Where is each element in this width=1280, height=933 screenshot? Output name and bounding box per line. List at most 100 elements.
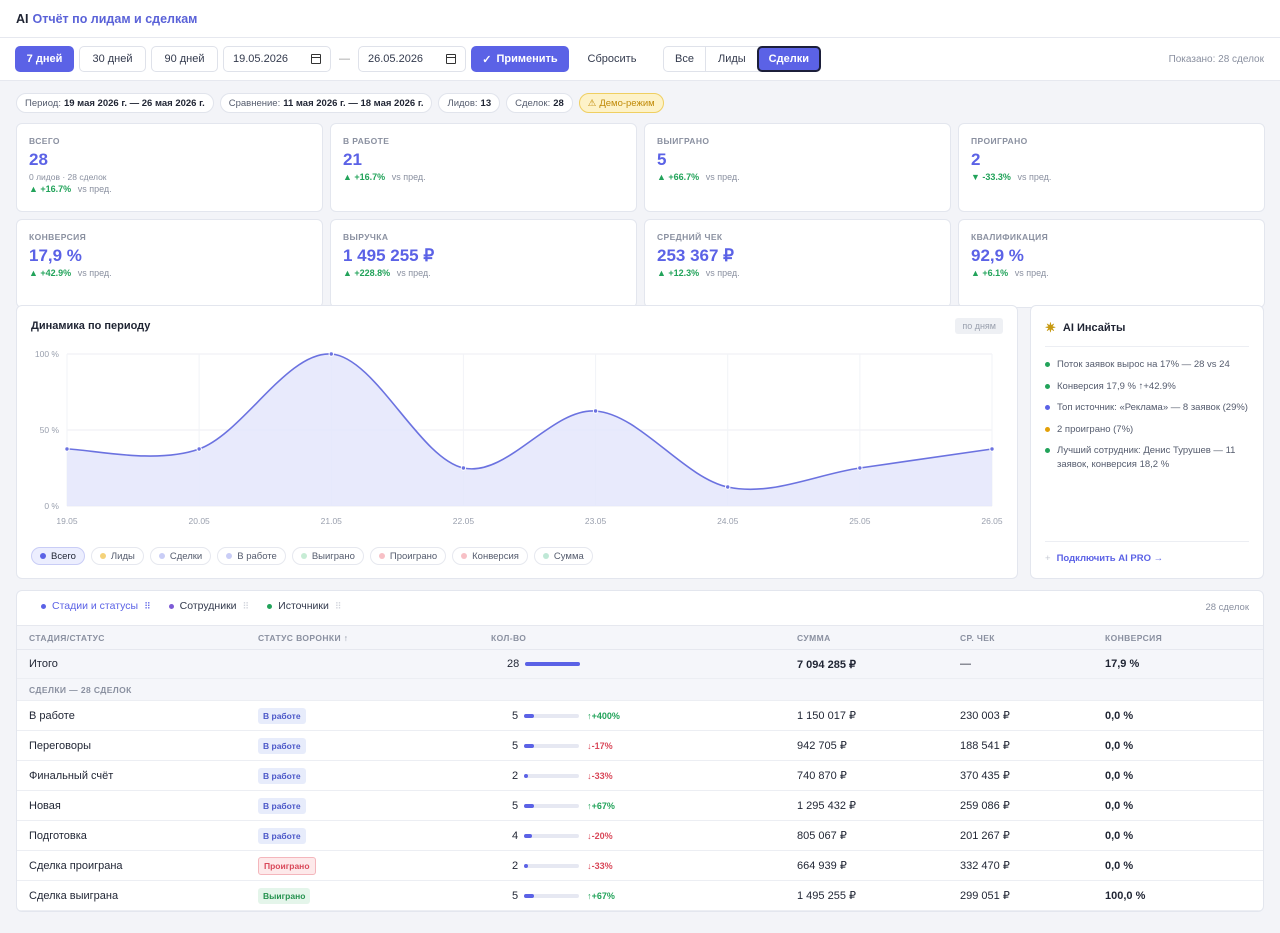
mode-all[interactable]: Все — [664, 47, 706, 71]
kpi-value: 5 — [657, 150, 667, 169]
count-value: 2 — [512, 859, 519, 872]
total-label: Итого — [29, 658, 58, 670]
kpi-value: 253 367 ₽ — [657, 246, 734, 265]
table-row[interactable]: Сделка проиграна Проиграно 2 ↓-33% 664 939 ₽… — [17, 851, 1263, 881]
data-point[interactable] — [460, 465, 467, 471]
calendar-icon[interactable] — [311, 54, 321, 64]
legend-label: Конверсия — [472, 550, 519, 562]
stage-name: В работе — [29, 709, 75, 722]
count-bar — [524, 863, 580, 868]
count-delta: ↑+67% — [587, 800, 615, 811]
sum-value: 740 870 ₽ — [797, 770, 847, 782]
legend-item[interactable]: Всего — [31, 547, 85, 565]
data-point[interactable] — [196, 446, 202, 452]
connect-ai-pro-link[interactable]: + Подключить AI PRO → — [1045, 553, 1163, 564]
dot-icon — [1045, 426, 1050, 432]
reset-button[interactable]: Сбросить — [574, 46, 650, 72]
col-count[interactable]: КОЛ-ВО — [491, 632, 527, 643]
legend-item[interactable]: Сумма — [533, 547, 593, 565]
data-point[interactable] — [725, 484, 731, 490]
granularity-toggle[interactable]: по дням — [955, 318, 1003, 334]
table-row[interactable]: Новая В работе 5 ↑+67% 1 295 432 ₽ 259 086 ₽ 0… — [17, 791, 1263, 821]
apply-label: Применить — [496, 53, 558, 65]
tab-sources[interactable]: Источники ⠿ — [267, 600, 341, 612]
tab-employees[interactable]: Сотрудники ⠿ — [168, 600, 250, 612]
count-delta: ↑+400% — [587, 710, 620, 721]
count-cell: 4 ↓-20% — [512, 821, 613, 850]
legend-item[interactable]: Выиграно — [291, 547, 364, 565]
ai-prefix: AI — [16, 11, 29, 26]
mode-deals[interactable]: Сделки — [756, 46, 821, 72]
data-point[interactable] — [328, 351, 334, 357]
y-tick-label: 0 % — [44, 501, 59, 511]
status-cell: В работе — [258, 731, 306, 760]
drag-handle-icon[interactable]: ⠿ — [242, 600, 250, 611]
count-value: 5 — [512, 709, 519, 722]
table-row[interactable]: Сделка выиграна Выиграно 5 ↑+67% 1 495 255 ₽… — [17, 881, 1263, 911]
kpi-vs: vs пред. — [1014, 268, 1049, 278]
drag-handle-icon[interactable]: ⠿ — [144, 600, 151, 611]
count-bar-fill — [524, 893, 535, 898]
col-conversion[interactable]: КОНВЕРСИЯ — [1105, 632, 1163, 643]
drag-handle-icon[interactable]: ⠿ — [334, 600, 342, 611]
table-row[interactable]: Финальный счёт В работе 2 ↓-33% 740 870 ₽ 370… — [17, 761, 1263, 791]
data-point[interactable] — [857, 465, 863, 471]
status-badge: В работе — [258, 737, 306, 754]
legend-item[interactable]: Лиды — [90, 547, 144, 565]
table-row[interactable]: В работе В работе 5 ↑+400% 1 150 017 ₽ 230 00… — [17, 701, 1263, 731]
kpi-delta: ▲ +6.1% vs пред. — [971, 268, 1252, 278]
legend-label: Всего — [51, 550, 76, 562]
table-tabs: Стадии и статусы ⠿ Сотрудники ⠿ Источники ⠿ — [41, 600, 341, 612]
data-point[interactable] — [592, 408, 599, 414]
apply-button[interactable]: ✓ Применить — [471, 46, 569, 72]
data-point[interactable] — [989, 446, 995, 452]
legend-item[interactable]: Конверсия — [452, 547, 528, 565]
kpi-label: ВЫИГРАНО — [657, 136, 710, 146]
count-cell: 5 ↑+67% — [512, 791, 615, 820]
date-separator: — — [339, 53, 350, 65]
legend-dot — [158, 553, 165, 559]
count-bar-fill — [524, 803, 535, 808]
kpi-label: КОНВЕРСИЯ — [29, 232, 87, 242]
series-line — [66, 353, 993, 491]
info-chips: Период: 19 мая 2026 г. — 26 мая 2026 г. С… — [0, 93, 1280, 113]
date-from-input[interactable]: 19.05.2026 — [223, 46, 331, 72]
mode-leads[interactable]: Лиды — [717, 53, 746, 65]
conversion-value: 0,0 % — [1105, 709, 1134, 722]
date-from-value: 19.05.2026 — [233, 53, 289, 65]
calendar-icon[interactable] — [446, 54, 456, 64]
stages-table: СТАДИЯ/СТАТУС СТАТУС ВОРОНКИ ↑ КОЛ-ВО СУ… — [17, 625, 1263, 911]
period-7-button[interactable]: 7 дней — [15, 46, 74, 72]
legend-item[interactable]: В работе — [217, 547, 286, 565]
col-avg[interactable]: СР. ЧЕК — [960, 632, 995, 643]
total-count-cell: 28 — [507, 650, 581, 678]
kpi-card: СРЕДНИЙ ЧЕК 253 367 ₽ ▲ +12.3% vs пред. — [644, 219, 951, 308]
legend-item[interactable]: Сделки — [149, 547, 212, 565]
kpi-delta-value: ▼ -33.3% — [971, 172, 1011, 182]
deals-chip: Сделок: 28 — [506, 93, 573, 113]
tab-label: Сотрудники — [179, 600, 237, 612]
conversion-value: 100,0 % — [1105, 889, 1146, 902]
table-row[interactable]: Переговоры В работе 5 ↓-17% 942 705 ₽ 188 541… — [17, 731, 1263, 761]
date-to-input[interactable]: 26.05.2026 — [358, 46, 466, 72]
chip-label: Сравнение: — [228, 97, 281, 109]
kpi-value: 92,9 % — [971, 246, 1024, 265]
kpi-card: ВСЕГО 28 0 лидов · 28 сделок ▲ +16.7% vs пр… — [16, 123, 323, 212]
col-funnel-status[interactable]: СТАТУС ВОРОНКИ ↑ — [258, 632, 349, 643]
sparkle-icon: ✷ — [1045, 320, 1056, 335]
count-bar-fill — [524, 743, 535, 748]
table-row[interactable]: Подготовка В работе 4 ↓-20% 805 067 ₽ 201 267… — [17, 821, 1263, 851]
count-cell: 5 ↓-17% — [512, 731, 613, 760]
data-point[interactable] — [64, 446, 70, 452]
count-bar — [524, 713, 580, 718]
kpi-card: В РАБОТЕ 21 ▲ +16.7% vs пред. — [330, 123, 637, 212]
insight-item: Топ источник: «Реклама» — 8 заявок (29%) — [1045, 401, 1251, 415]
col-stage[interactable]: СТАДИЯ/СТАТУС — [29, 632, 105, 643]
period-30-button[interactable]: 30 дней — [79, 46, 146, 72]
tab-stages[interactable]: Стадии и статусы ⠿ — [41, 600, 151, 612]
legend-item[interactable]: Проиграно — [369, 547, 447, 565]
status-cell: В работе — [258, 791, 306, 820]
col-sum[interactable]: СУММА — [797, 632, 831, 643]
period-90-button[interactable]: 90 дней — [151, 46, 218, 72]
insights-list: Поток заявок вырос на 17% — 28 vs 24 Конв… — [1045, 358, 1251, 479]
